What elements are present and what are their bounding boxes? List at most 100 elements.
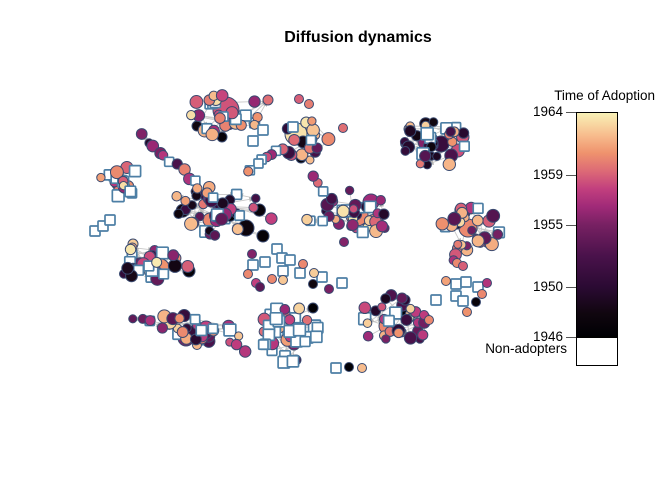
adopter-node (293, 302, 306, 315)
adopter-node (477, 289, 487, 299)
chart-title: Diffusion dynamics (284, 29, 432, 46)
non-adopter-node (430, 294, 442, 306)
adopter-node (419, 149, 432, 163)
non-adopter-node (330, 362, 342, 374)
adopter-node (467, 225, 477, 235)
non-adopter-node (259, 256, 271, 268)
adopter-node (216, 197, 229, 210)
adopter-node (357, 363, 367, 373)
non-adopter-node (247, 259, 259, 271)
adopter-node (306, 123, 320, 137)
adopter-node (424, 315, 434, 325)
non-adopter-node (305, 134, 317, 146)
network-nodes (89, 89, 506, 374)
adopter-node (256, 229, 270, 243)
adopter-node (214, 112, 226, 124)
non-adopter-node (317, 186, 329, 197)
adopter-node (215, 212, 229, 226)
adopter-node (393, 327, 404, 339)
adopter-node (362, 318, 373, 328)
adopter-node (309, 268, 319, 278)
adopter-node (176, 326, 189, 339)
adopter-node (248, 202, 259, 213)
non-adopter-node (277, 265, 289, 277)
adopter-node (405, 303, 416, 314)
adopter-node (247, 249, 257, 259)
non-adopter-node (189, 313, 201, 325)
adopter-node (174, 313, 185, 324)
adopter-node (135, 128, 148, 140)
adopter-node (156, 322, 168, 334)
colorbar-tick-label: 1955 (532, 216, 563, 232)
adopter-node (378, 208, 390, 220)
adopter-node (358, 301, 372, 315)
adopter-node (173, 208, 184, 219)
adopter-node (294, 94, 304, 104)
adopter-node (298, 259, 308, 269)
adopter-node (445, 126, 456, 137)
network-edge (367, 297, 403, 324)
colorbar-tick-mark (566, 112, 576, 114)
non-adopter-node (472, 202, 484, 215)
adopter-node (234, 331, 244, 341)
adopter-node (180, 195, 191, 206)
non-adopter-node (104, 214, 116, 226)
adopter-node (396, 292, 408, 304)
colorbar-tick-label: 1964 (532, 104, 563, 119)
colorbar-gradient (576, 112, 618, 337)
non-adopter-node (382, 314, 395, 327)
adopter-node (267, 274, 277, 284)
adopter-node (184, 216, 199, 231)
adopter-node (321, 132, 336, 147)
adopter-node (403, 331, 418, 345)
adopter-node (432, 151, 442, 162)
adopter-node (146, 139, 160, 153)
non-adopter-node (111, 189, 125, 203)
non-adopter-node (356, 225, 369, 239)
non-adopter-node (269, 311, 283, 326)
adopter-node (167, 258, 183, 273)
adopter-node (144, 315, 156, 327)
non-adopter-node (207, 192, 219, 203)
adopter-node (441, 276, 451, 286)
colorbar-tick-mark (566, 337, 576, 339)
adopter-node (362, 330, 374, 342)
colorbar-tick-mark (566, 287, 576, 289)
non-adopter-node (234, 210, 246, 222)
adopter-node (336, 204, 350, 218)
non-adopter-node (253, 158, 264, 169)
non-adopter-node (363, 200, 377, 214)
adopter-node (124, 243, 137, 256)
legend-title: Time of Adoption (554, 88, 655, 103)
colorbar-tick-label: 1959 (532, 166, 563, 182)
non-adopter-node (239, 109, 252, 122)
colorbar-tick-mark (566, 174, 576, 176)
adopter-node (307, 170, 319, 182)
non-adopter-node (294, 267, 306, 279)
adopter-node (301, 213, 313, 226)
adopter-node (377, 302, 387, 312)
adopter-node (121, 261, 135, 275)
adopter-node (458, 261, 468, 271)
adopter-node (305, 155, 315, 165)
adopter-node (265, 212, 278, 225)
adopter-node (457, 127, 470, 139)
adopter-node (348, 204, 359, 214)
non-adopter-node (309, 330, 323, 344)
adopter-node (301, 314, 313, 326)
adopter-node (304, 99, 314, 109)
adopter-node (288, 133, 301, 146)
colorbar-tick-label: 1946 (532, 329, 563, 344)
adopter-node (447, 211, 462, 226)
adopter-node (128, 314, 138, 324)
adopter-node (325, 192, 338, 205)
adopter-node (205, 127, 219, 142)
adopter-node (278, 275, 288, 285)
non-adopter-node (450, 278, 462, 290)
non-adopter-node (207, 323, 219, 335)
non-adopter-node (457, 295, 469, 307)
non-adopter-node (247, 135, 259, 147)
adopter-node (404, 125, 417, 138)
adopter-node (380, 293, 392, 305)
adopter-node (453, 239, 463, 249)
